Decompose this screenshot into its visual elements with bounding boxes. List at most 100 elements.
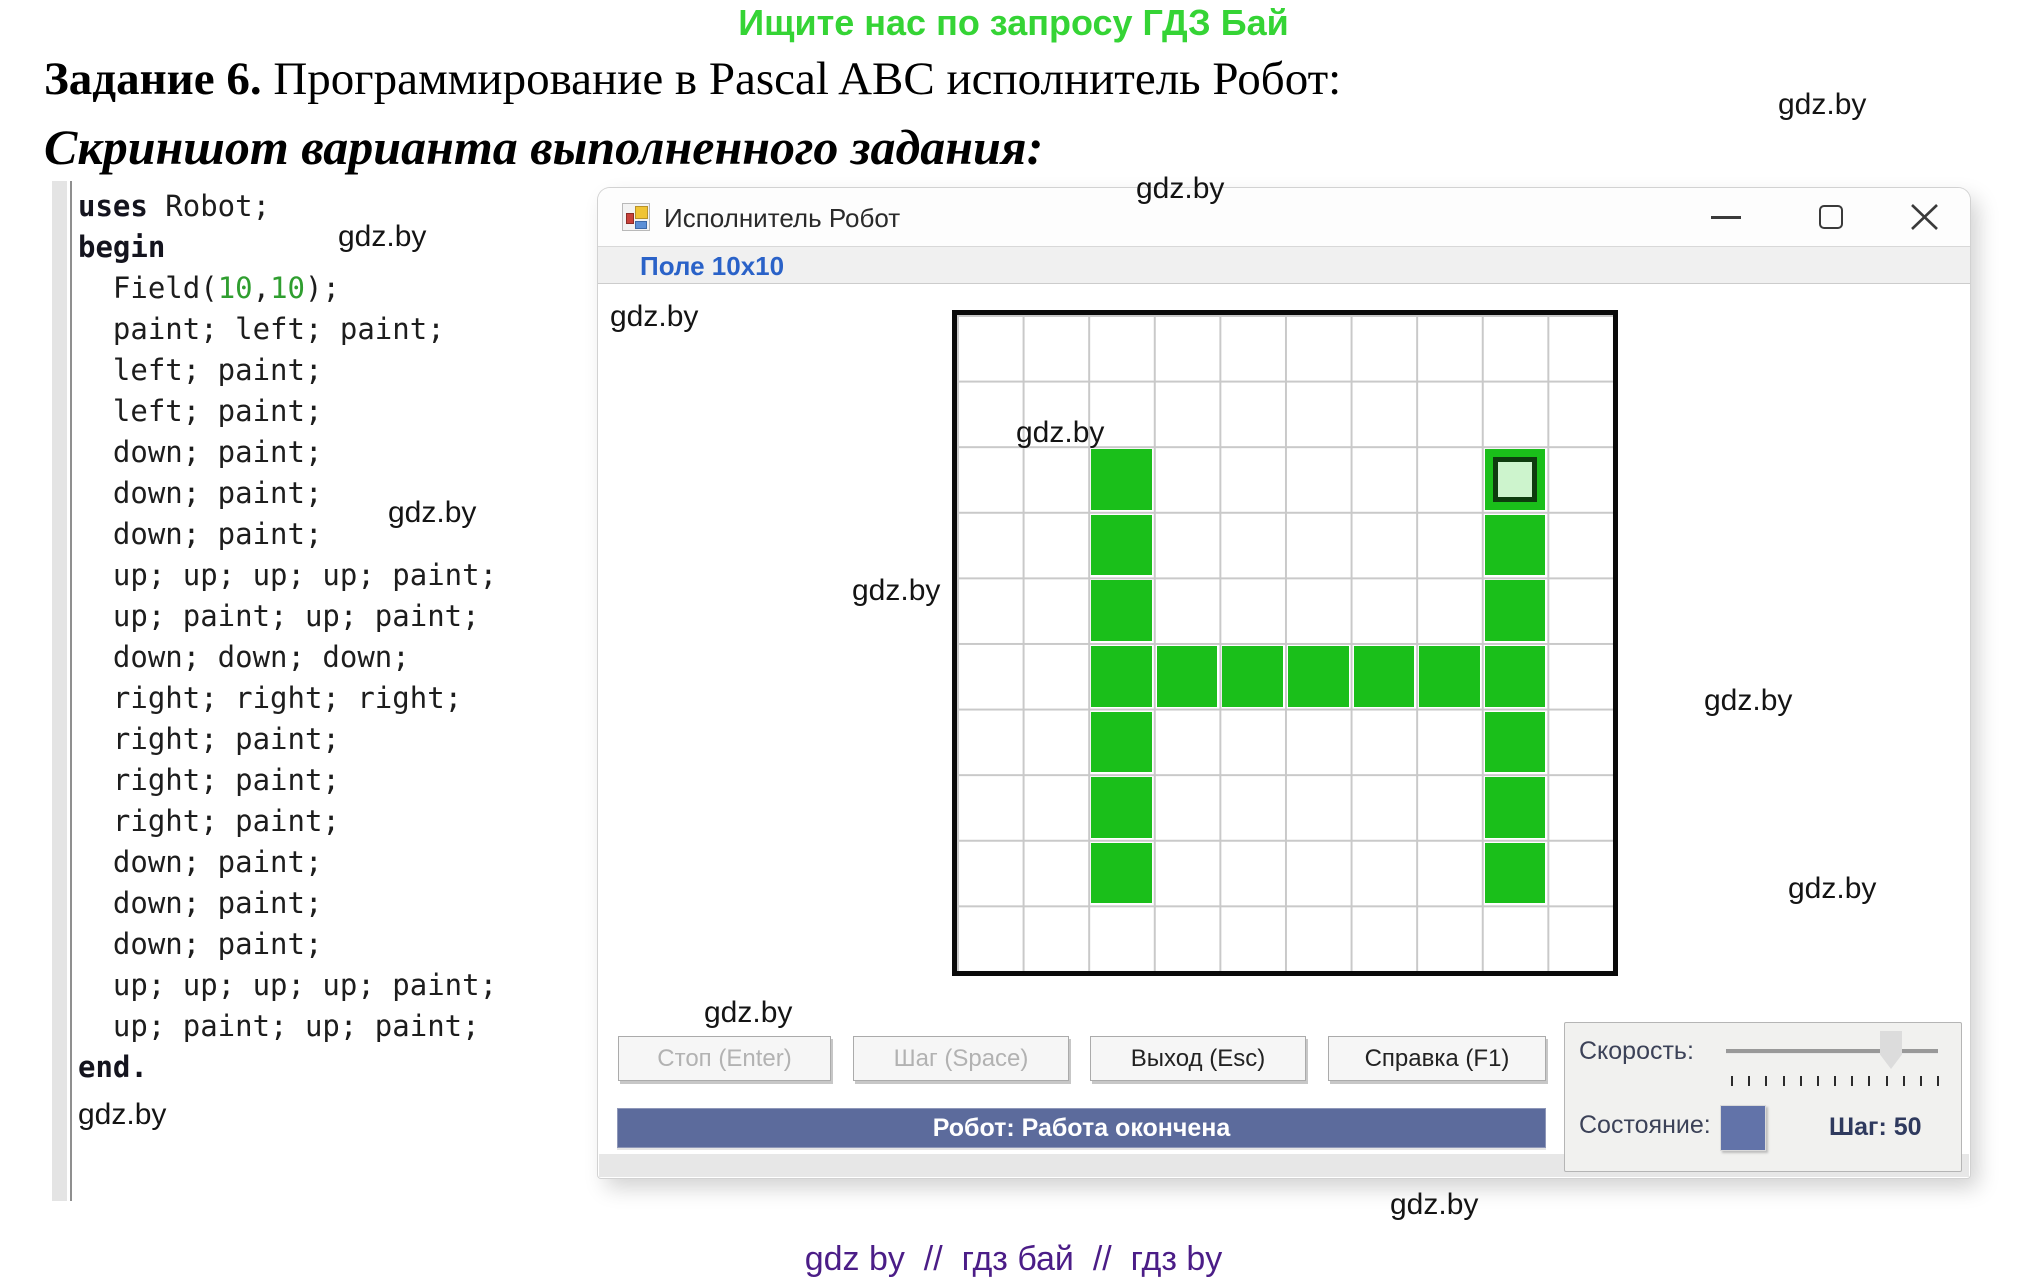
close-button[interactable] [1900,194,1948,240]
watermark: gdz.by [1136,172,1225,205]
slider-tick [1731,1076,1733,1086]
code-line: down; paint; [78,435,323,469]
slider-tick [1919,1076,1922,1086]
field-size-bar: Поле 10x10 [598,246,1970,284]
page-title: Задание 6. Программирование в Pascal ABC… [44,52,1744,106]
maximize-icon [1819,205,1843,229]
code-line: down; paint; [78,886,323,920]
code-line: end. [78,1050,148,1084]
code-line: right; paint; [78,804,340,838]
app-window: Исполнитель Робот Поле 10x10 Стоп (Enter… [598,188,1970,1178]
code-line: up; paint; up; paint; [78,1009,480,1043]
slider-ticks [1731,1076,1939,1088]
close-icon [1911,204,1938,230]
watermark: gdz.by [704,996,793,1029]
painted-cell [1484,777,1546,838]
state-indicator [1720,1105,1766,1151]
code-line: up; up; up; up; paint; [78,558,498,592]
slider-tick [1868,1076,1871,1086]
window-titlebar[interactable]: Исполнитель Робот [598,188,1970,246]
maximize-button[interactable] [1806,194,1854,240]
watermark: gdz.by [338,220,427,253]
code-line: Field(10,10); [78,271,340,305]
speed-slider-track[interactable] [1726,1049,1938,1054]
promo-text: Ищите нас по запросу ГДЗ Бай [738,2,1289,43]
control-panel: Скорость: Состояние: Шаг: 50 [1564,1022,1962,1172]
code-line: down; paint; [78,476,323,510]
field-size-label: Поле 10x10 [640,251,785,281]
code-gutter-border [70,181,72,1201]
code-line: down; paint; [78,517,323,551]
painted-cell [1484,711,1546,773]
state-label: Состояние: [1579,1111,1711,1139]
code-line: down; down; down; [78,640,410,674]
painted-cell [1288,646,1349,707]
exit-button[interactable]: Выход (Esc) [1090,1036,1306,1081]
painted-cell [1484,514,1546,576]
slider-tick [1748,1076,1751,1086]
slider-tick [1834,1076,1836,1086]
slider-tick [1885,1076,1888,1086]
painted-cell [1222,646,1283,707]
painted-cell [1484,646,1546,707]
page-subtitle: Скриншот варианта выполненного задания: [44,119,1044,175]
code-line: left; paint; [78,353,323,387]
robot-grid [952,310,1618,976]
painted-cell [1091,580,1152,641]
watermark: gdz.by [852,574,941,607]
code-line: begin [78,230,166,264]
code-line: right; paint; [78,722,340,756]
watermark: gdz.by [1788,872,1877,905]
code-line: down; paint; [78,845,323,879]
slider-tick [1816,1076,1819,1086]
code-line: up; paint; up; paint; [78,599,480,633]
watermark: gdz.by [1016,416,1105,449]
watermark: gdz.by [388,496,477,529]
painted-cell [1419,646,1480,707]
help-button[interactable]: Справка (F1) [1328,1036,1546,1081]
painted-cell [1091,842,1152,904]
status-text: Робот: Работа окончена [932,1114,1231,1142]
slider-tick [1851,1076,1854,1086]
step-counter: Шаг: 50 [1829,1113,1922,1141]
painted-cell [1156,646,1218,707]
slider-tick [1799,1076,1802,1086]
painted-cell [1484,580,1546,641]
watermark: gdz.by [78,1098,167,1131]
watermark: gdz.by [1778,88,1867,121]
code-listing: uses Robot; begin Field(10,10); paint; le… [78,186,497,1088]
app-icon [622,203,650,231]
code-line: down; paint; [78,927,323,961]
code-gutter [52,181,67,1201]
window-title: Исполнитель Робот [664,203,901,233]
footer-text: gdz by // гдз бай // гдз by [804,1240,1223,1278]
minimize-button[interactable] [1702,194,1750,240]
painted-cell [1091,646,1152,707]
robot-marker [1492,457,1538,502]
watermark: gdz.by [1390,1188,1479,1221]
painted-cell [1353,646,1415,707]
painted-cell [1091,777,1152,838]
painted-cell [1091,711,1152,773]
slider-tick [1782,1076,1785,1086]
speed-slider-thumb[interactable] [1880,1031,1902,1069]
step-button[interactable]: Шаг (Space) [853,1036,1069,1081]
minimize-icon [1711,216,1741,219]
watermark: gdz.by [1704,684,1793,717]
code-line: left; paint; [78,394,323,428]
code-line: paint; left; paint; [78,312,445,346]
painted-cell [1484,842,1546,904]
watermark: gdz.by [610,300,699,333]
painted-cell [1091,514,1152,576]
code-line: uses Robot; [78,189,271,223]
code-line: right; right; right; [78,681,463,715]
painted-cell [1091,449,1152,510]
page-title-task-number: Задание 6. [44,53,262,105]
stop-button[interactable]: Стоп (Enter) [618,1036,831,1081]
slider-tick [1902,1076,1905,1086]
status-bar: Робот: Работа окончена [617,1108,1546,1148]
page-title-rest: Программирование в Pascal ABC исполнител… [261,53,1342,105]
code-line: right; paint; [78,763,340,797]
speed-label: Скорость: [1579,1037,1694,1065]
